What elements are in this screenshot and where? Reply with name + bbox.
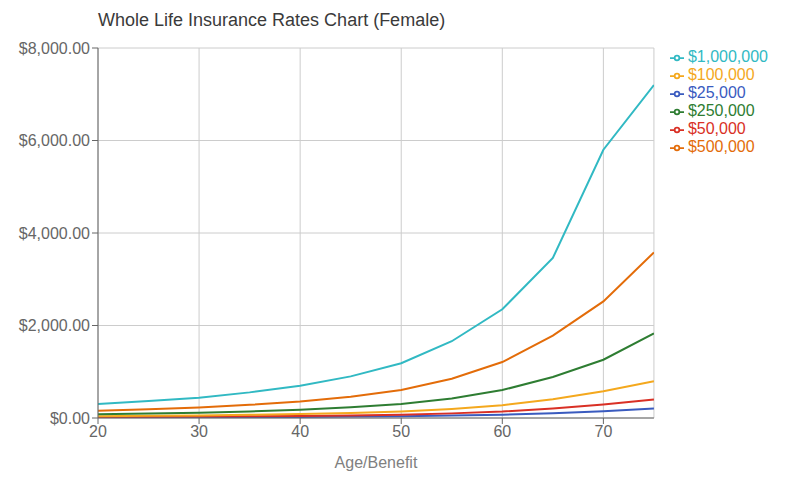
svg-text:$2,000.00: $2,000.00 bbox=[19, 317, 90, 334]
svg-text:60: 60 bbox=[493, 423, 511, 440]
html-text:$500,000: $500,000 bbox=[687, 138, 755, 155]
html-text:$250,000: $250,000 bbox=[687, 102, 755, 119]
svg-text:30: 30 bbox=[190, 423, 208, 440]
svg-text:$4,000.00: $4,000.00 bbox=[19, 225, 90, 242]
svg-text:70: 70 bbox=[594, 423, 612, 440]
html-text:$25,000: $25,000 bbox=[687, 84, 746, 101]
html-text:$50,000: $50,000 bbox=[687, 120, 746, 137]
svg-text:20: 20 bbox=[89, 423, 107, 440]
html-text:$1,000,000: $1,000,000 bbox=[687, 48, 768, 65]
html-text:Whole Life Insurance Rates Cha: Whole Life Insurance Rates Chart (Female… bbox=[98, 10, 446, 30]
html-text:$100,000: $100,000 bbox=[687, 66, 755, 83]
svg-text:Age/Benefit: Age/Benefit bbox=[335, 454, 418, 471]
svg-text:$8,000.00: $8,000.00 bbox=[19, 40, 90, 57]
svg-text:40: 40 bbox=[291, 423, 309, 440]
svg-text:$0.00: $0.00 bbox=[50, 410, 90, 427]
svg-text:$6,000.00: $6,000.00 bbox=[19, 132, 90, 149]
svg-text:50: 50 bbox=[392, 423, 410, 440]
